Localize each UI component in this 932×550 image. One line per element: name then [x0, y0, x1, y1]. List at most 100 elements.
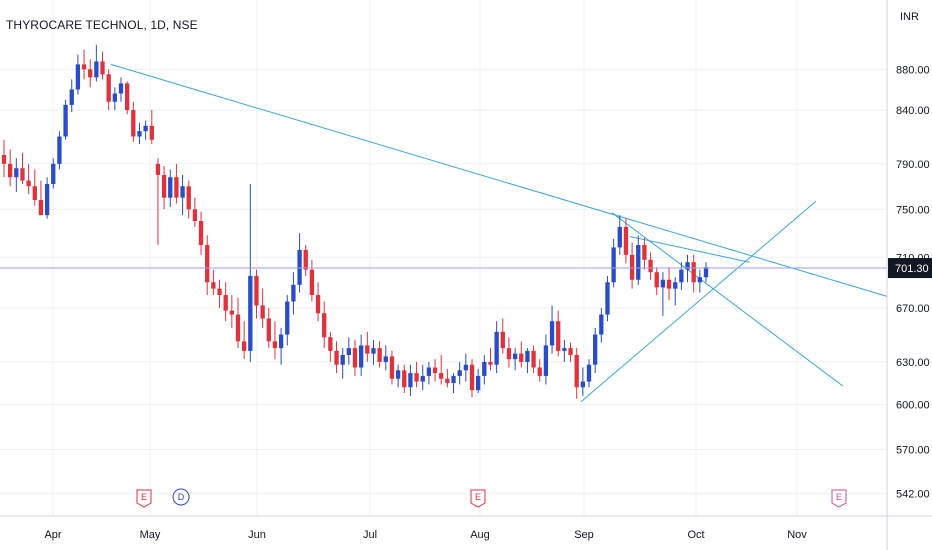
candle-body[interactable]: [161, 174, 167, 198]
candle-body[interactable]: [248, 275, 253, 351]
candle-body[interactable]: [377, 348, 382, 362]
candle-body[interactable]: [51, 163, 56, 184]
candle-body[interactable]: [476, 375, 481, 391]
candle-body[interactable]: [506, 348, 512, 360]
candle-body[interactable]: [599, 314, 604, 335]
candle-body[interactable]: [291, 284, 296, 302]
earnings-marker[interactable]: [470, 489, 486, 508]
candle-body[interactable]: [439, 373, 444, 379]
candle-body[interactable]: [432, 367, 438, 374]
candle-body[interactable]: [100, 61, 105, 75]
candle-body[interactable]: [63, 104, 68, 137]
candle-body[interactable]: [691, 262, 696, 283]
candle-body[interactable]: [198, 221, 204, 246]
candle-body[interactable]: [654, 272, 659, 288]
candle-body[interactable]: [703, 267, 709, 278]
time-axis[interactable]: Apr May Jun Jul Aug Sep Oct Nov: [44, 529, 807, 541]
candle-body[interactable]: [383, 356, 388, 362]
candle-body[interactable]: [666, 279, 672, 289]
candle-body[interactable]: [580, 381, 585, 388]
candle-body[interactable]: [223, 295, 228, 311]
candle-body[interactable]: [617, 226, 622, 248]
candle-body[interactable]: [586, 364, 592, 382]
candle-body[interactable]: [519, 353, 524, 362]
candle-body[interactable]: [352, 348, 358, 368]
candle-body[interactable]: [328, 337, 333, 351]
candle-body[interactable]: [272, 341, 278, 349]
trendline[interactable]: [580, 200, 817, 403]
candle-body[interactable]: [395, 370, 401, 379]
candle-body[interactable]: [679, 269, 684, 283]
dividend-marker[interactable]: [172, 488, 190, 506]
candle-body[interactable]: [278, 334, 284, 349]
candle-body[interactable]: [8, 163, 13, 178]
candle-body[interactable]: [131, 110, 136, 137]
candle-body[interactable]: [143, 125, 148, 132]
candle-body[interactable]: [673, 282, 678, 289]
candle-body[interactable]: [192, 209, 198, 222]
candle-body[interactable]: [389, 356, 395, 379]
trendline[interactable]: [110, 63, 888, 297]
candle-body[interactable]: [371, 348, 376, 354]
candle-body[interactable]: [69, 89, 74, 105]
candle-body[interactable]: [20, 168, 25, 181]
candle-body[interactable]: [451, 375, 456, 384]
candle-body[interactable]: [623, 226, 629, 255]
earnings-marker[interactable]: [136, 489, 152, 508]
candle-body[interactable]: [359, 345, 364, 368]
candle-body[interactable]: [322, 313, 327, 338]
candle-body[interactable]: [26, 180, 31, 187]
candle-body[interactable]: [38, 199, 44, 216]
candle-body[interactable]: [636, 245, 641, 280]
candle-body[interactable]: [168, 177, 173, 198]
candle-body[interactable]: [106, 74, 111, 102]
candle-body[interactable]: [242, 341, 247, 351]
candle-body[interactable]: [574, 354, 579, 388]
candle-body[interactable]: [537, 367, 542, 376]
candle-body[interactable]: [488, 361, 493, 365]
candle-body[interactable]: [512, 353, 518, 360]
candle-body[interactable]: [94, 61, 99, 78]
candle-body[interactable]: [149, 125, 154, 140]
trendlines[interactable]: [110, 63, 888, 403]
candle-body[interactable]: [229, 310, 234, 315]
candle-body[interactable]: [174, 177, 179, 198]
candle-body[interactable]: [469, 364, 475, 391]
candle-body[interactable]: [254, 275, 259, 306]
future-earnings-marker[interactable]: [831, 489, 847, 508]
candle-body[interactable]: [482, 361, 487, 376]
candle-body[interactable]: [180, 186, 185, 198]
trendline[interactable]: [629, 236, 750, 263]
candle-body[interactable]: [568, 348, 573, 355]
candle-body[interactable]: [562, 348, 567, 351]
candle-body[interactable]: [346, 348, 351, 355]
candle-body[interactable]: [642, 245, 647, 260]
candle-body[interactable]: [605, 282, 610, 315]
candle-body[interactable]: [112, 93, 117, 102]
candle-body[interactable]: [648, 259, 653, 273]
candle-body[interactable]: [697, 277, 702, 283]
candle-body[interactable]: [315, 295, 321, 314]
candle-body[interactable]: [211, 282, 216, 289]
candle-body[interactable]: [260, 305, 265, 319]
candle-body[interactable]: [205, 245, 210, 283]
candle-body[interactable]: [57, 136, 62, 164]
candle-body[interactable]: [303, 249, 308, 270]
candle-body[interactable]: [365, 345, 370, 354]
candle-body[interactable]: [525, 350, 530, 362]
candle-body[interactable]: [340, 354, 345, 365]
candle-body[interactable]: [543, 345, 549, 376]
trendline[interactable]: [611, 212, 843, 387]
candle-body[interactable]: [685, 262, 690, 270]
candle-body[interactable]: [408, 373, 413, 388]
candle-body[interactable]: [137, 131, 142, 137]
candle-body[interactable]: [266, 318, 271, 342]
candle-body[interactable]: [75, 64, 81, 90]
candle-body[interactable]: [334, 350, 339, 365]
candle-body[interactable]: [88, 69, 93, 78]
candle-body[interactable]: [611, 247, 616, 283]
candle-body[interactable]: [155, 163, 161, 175]
candle-body[interactable]: [660, 279, 666, 288]
